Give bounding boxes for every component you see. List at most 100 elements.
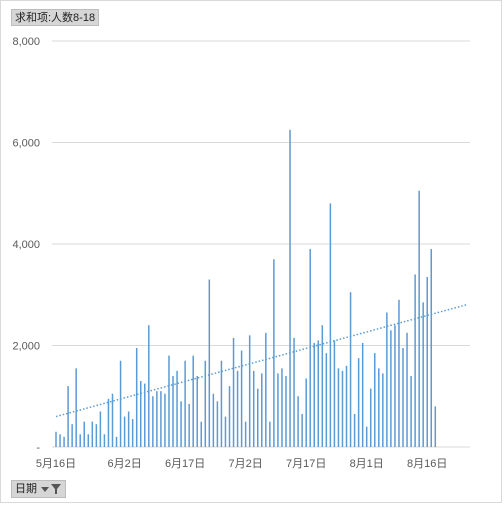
x-tick-label: 6月2日 — [107, 458, 141, 470]
y-tick-label: 6,000 — [12, 138, 40, 150]
column-bar — [386, 312, 388, 447]
column-bar — [204, 360, 207, 447]
column-bar — [228, 386, 231, 447]
series-field-label: 求和项:人数8-18 — [15, 12, 96, 24]
column-bar — [99, 411, 102, 447]
column-bar — [79, 434, 81, 447]
column-bar — [111, 393, 114, 447]
column-bar — [212, 393, 215, 447]
column-bar — [244, 421, 247, 447]
column-bar — [83, 421, 85, 447]
column-bar — [156, 391, 158, 447]
column-bar — [426, 276, 428, 447]
column-bar — [135, 348, 138, 447]
column-bar — [277, 373, 279, 447]
y-tick-label: 8,000 — [12, 36, 40, 48]
column-bar — [139, 381, 142, 447]
x-tick-label: 8月16日 — [407, 458, 447, 470]
y-tick-label: 2,000 — [12, 341, 40, 353]
column-bar — [265, 332, 267, 447]
column-bar — [305, 378, 307, 447]
column-bar — [337, 368, 340, 447]
column-bar — [390, 330, 392, 447]
column-bar — [248, 335, 251, 447]
column-bar — [297, 396, 299, 447]
column-bar — [333, 340, 336, 447]
gridlines — [52, 40, 470, 448]
column-bar — [313, 342, 315, 447]
column-bar — [168, 355, 170, 447]
column-bar — [75, 368, 77, 447]
column-bar — [160, 391, 162, 447]
x-axis: 5月16日 6月2日 6月17日 7月2日 7月17日 8月1日 8月16日 — [36, 458, 448, 470]
column-bar — [236, 370, 239, 447]
column-bar — [357, 358, 360, 447]
column-bar — [148, 325, 150, 447]
column-bar — [67, 386, 69, 447]
column-bar — [71, 424, 73, 447]
column-bar — [131, 419, 134, 447]
column-bar — [144, 383, 146, 447]
column-bar — [188, 403, 190, 447]
series-field-button[interactable]: 求和项:人数8-18 — [11, 9, 100, 26]
column-bar — [63, 436, 65, 447]
column-bar — [434, 406, 437, 447]
column-bar — [196, 375, 198, 447]
column-bar — [224, 416, 227, 447]
column-bar — [374, 353, 376, 447]
column-bar — [95, 424, 98, 447]
column-bar — [353, 414, 356, 447]
column-bar — [127, 411, 130, 447]
column-bar — [172, 375, 174, 447]
column-bar — [361, 342, 364, 447]
column-bar — [321, 325, 324, 447]
column-bar — [378, 368, 380, 447]
y-tick-label: 4,000 — [12, 239, 40, 251]
column-bar — [176, 370, 178, 447]
column-bar — [414, 274, 416, 447]
column-bar — [285, 375, 287, 447]
column-bar — [317, 340, 320, 447]
filter-dropdown-icon[interactable] — [40, 483, 62, 495]
column-bar — [91, 421, 94, 447]
column-bar — [410, 375, 412, 447]
trendline — [55, 304, 467, 418]
y-axis: - 2,000 4,000 6,000 8,000 — [12, 36, 40, 454]
column-bar — [402, 348, 404, 447]
column-bar — [55, 431, 57, 447]
column-bar — [115, 436, 118, 447]
column-bar — [192, 355, 194, 447]
column-bar — [325, 353, 328, 447]
column-bar — [200, 421, 203, 447]
column-bar — [103, 434, 106, 447]
axis-field-label: 日期 — [15, 483, 37, 495]
x-tick-label: 8月1日 — [350, 458, 384, 470]
column-bar — [341, 370, 344, 447]
column-bar — [382, 373, 384, 447]
y-tick-label: - — [36, 442, 40, 454]
column-bar — [281, 368, 283, 447]
column-bar — [301, 414, 303, 447]
column-bar — [164, 393, 166, 447]
column-bar — [365, 426, 368, 447]
column-bar — [152, 396, 154, 447]
column-bar — [123, 416, 126, 447]
axis-field-button[interactable]: 日期 — [11, 480, 66, 498]
column-bar — [216, 401, 219, 447]
column-bar — [406, 332, 408, 447]
column-bar — [269, 421, 271, 447]
column-bar — [240, 350, 243, 447]
column-bar — [59, 434, 61, 447]
column-bar — [232, 337, 235, 447]
column-bar — [349, 292, 352, 447]
column-bar — [345, 365, 348, 447]
column-bar — [289, 129, 291, 447]
x-tick-label: 5月16日 — [36, 458, 76, 470]
column-bar — [119, 360, 122, 447]
column-bar — [369, 388, 372, 447]
columns — [55, 129, 437, 447]
column-bar — [422, 302, 424, 447]
column-bar — [329, 203, 332, 447]
